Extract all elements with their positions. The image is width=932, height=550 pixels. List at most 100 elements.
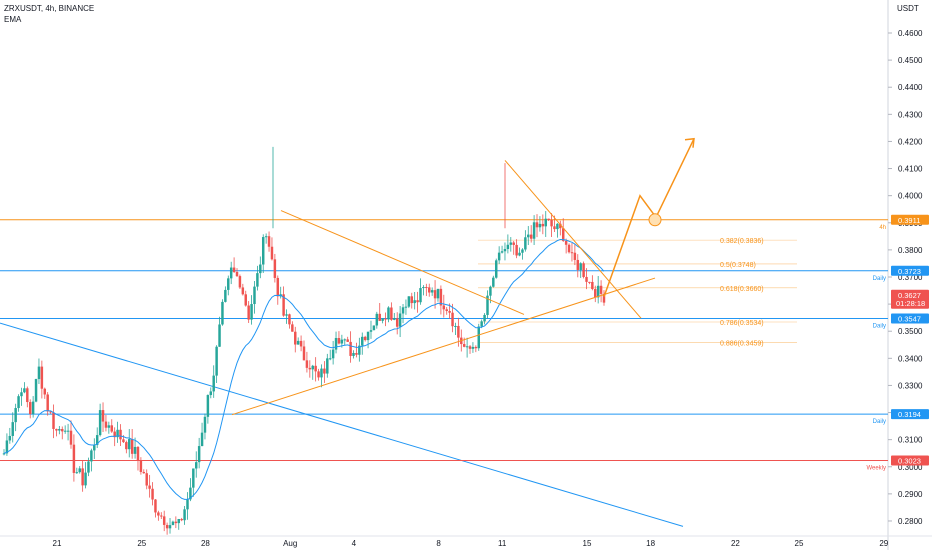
candle-body	[361, 336, 364, 346]
price-level-tag	[891, 265, 929, 276]
candle-body	[512, 242, 515, 245]
candle-body	[186, 499, 189, 510]
candle-body	[594, 289, 597, 298]
candle-body	[404, 306, 408, 308]
candle-body	[206, 395, 210, 417]
candle-body	[419, 288, 422, 303]
candle-body	[387, 307, 390, 320]
candle-body	[326, 358, 329, 374]
candle-body	[428, 287, 431, 293]
candle-body	[524, 237, 527, 250]
candle-body	[34, 379, 38, 402]
candle-body	[212, 375, 215, 392]
candle-body	[110, 425, 114, 432]
candle-body	[570, 252, 574, 254]
candle-body	[320, 368, 323, 378]
current-price-tag	[891, 289, 929, 309]
candle-body	[483, 314, 486, 322]
candle-body	[445, 309, 448, 312]
candle-body	[5, 440, 9, 454]
x-tick-label: 28	[201, 539, 210, 548]
candle-body	[503, 249, 507, 252]
candle-body	[384, 318, 387, 320]
candle-body	[107, 425, 111, 428]
x-tick-label: 25	[137, 539, 146, 548]
candle-body	[535, 222, 539, 228]
y-tick-label: 0.4100	[898, 165, 923, 174]
candle-body	[276, 277, 280, 297]
candle-body	[477, 326, 480, 349]
candle-body	[585, 276, 588, 282]
candle-body	[20, 392, 23, 397]
candle-body	[282, 294, 285, 316]
candle-body	[305, 360, 309, 368]
candle-body	[538, 223, 542, 228]
candle-body	[550, 219, 553, 227]
candle-body	[556, 223, 559, 230]
candle-body	[288, 314, 291, 325]
candle-body	[311, 365, 314, 370]
candle-body	[331, 349, 335, 359]
candle-body	[168, 525, 172, 529]
candle-body	[17, 396, 20, 409]
level-timeframe-label: Weekly	[866, 466, 886, 472]
y-tick-label: 0.4300	[898, 110, 923, 119]
candle-body	[93, 445, 96, 451]
candle-body	[43, 388, 47, 395]
candle-body	[591, 281, 594, 290]
candle-body	[14, 408, 17, 423]
candle-body	[189, 487, 192, 500]
candle-body	[294, 331, 297, 345]
candle-body	[349, 341, 352, 356]
candle-body	[122, 439, 125, 443]
blue-trendline	[0, 322, 684, 527]
candle-body	[209, 391, 213, 396]
fib-level-label: 0.5(0.3748)	[720, 262, 756, 269]
candle-body	[232, 267, 236, 272]
candle-body	[160, 515, 163, 517]
candle-body	[23, 388, 26, 393]
price-level-tag	[891, 214, 929, 225]
price-level-tag-label: 0.3723	[898, 267, 921, 276]
candle-body	[602, 293, 606, 303]
candle-body	[247, 305, 250, 320]
candle-body	[436, 288, 440, 299]
candle-body	[366, 331, 370, 341]
currency-label: USDT	[897, 4, 919, 13]
candle-body	[302, 346, 306, 361]
candle-body	[401, 307, 405, 314]
y-tick-label: 0.4400	[898, 83, 923, 92]
price-level-tag-label: 0.3547	[898, 314, 921, 323]
candle-body	[561, 228, 565, 241]
candle-body	[492, 277, 495, 287]
candle-body	[363, 336, 367, 341]
candle-body	[139, 460, 143, 472]
y-tick-label: 0.3700	[898, 273, 923, 282]
y-tick-label: 0.2900	[898, 490, 923, 499]
y-tick-label: 0.4200	[898, 137, 923, 146]
x-tick-label: 4	[352, 539, 357, 548]
candle-body	[130, 439, 134, 454]
candle-body	[250, 304, 253, 320]
candle-body	[328, 358, 332, 360]
candle-body	[174, 521, 178, 524]
fib-level-label: 0.618(0.3660)	[720, 286, 764, 293]
y-tick-label: 0.3800	[898, 246, 923, 255]
candle-body	[145, 473, 148, 486]
candle-body	[308, 367, 312, 370]
candle-body	[183, 509, 186, 521]
candle-body	[416, 300, 419, 303]
candle-body	[119, 429, 122, 440]
candle-body	[323, 368, 326, 374]
candle-body	[162, 516, 166, 525]
candle-body	[154, 499, 157, 513]
x-tick-label: 22	[731, 539, 740, 548]
candle-body	[372, 325, 376, 331]
candle-body	[113, 431, 116, 438]
candle-body	[355, 352, 358, 355]
projection-arrowhead	[684, 137, 695, 148]
candle-body	[133, 446, 137, 454]
candle-body	[553, 226, 556, 230]
